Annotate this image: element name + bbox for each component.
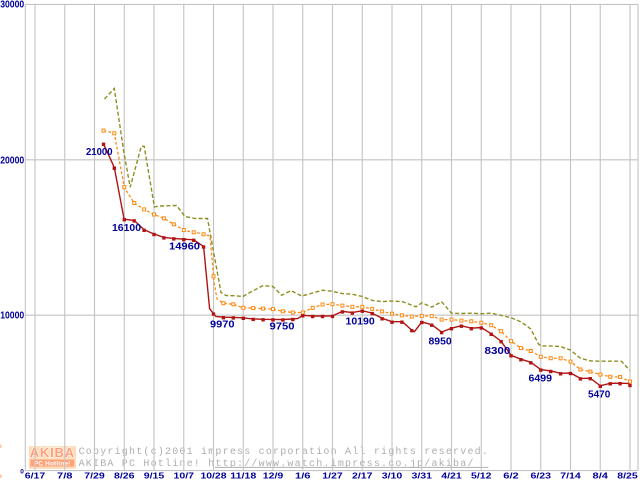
svg-text:14960: 14960 bbox=[169, 242, 200, 253]
svg-text:9750: 9750 bbox=[270, 322, 295, 333]
svg-text:8/4: 8/4 bbox=[593, 471, 609, 480]
svg-text:2/17: 2/17 bbox=[352, 471, 373, 480]
svg-text:8/26: 8/26 bbox=[114, 471, 135, 480]
svg-text:10/28: 10/28 bbox=[201, 471, 228, 480]
svg-text:1/6: 1/6 bbox=[295, 471, 311, 480]
svg-text:20000: 20000 bbox=[0, 155, 24, 166]
svg-text:10190: 10190 bbox=[346, 316, 376, 327]
svg-text:6/2: 6/2 bbox=[503, 471, 519, 480]
svg-text:6499: 6499 bbox=[529, 374, 553, 385]
svg-text:6/17: 6/17 bbox=[25, 471, 46, 480]
svg-text:21000: 21000 bbox=[86, 147, 113, 158]
svg-text:AKIBA PC Hotline! http://www.: AKIBA PC Hotline! http://www.watch.impre… bbox=[79, 458, 475, 470]
svg-text:3/31: 3/31 bbox=[412, 471, 433, 480]
svg-text:7/14: 7/14 bbox=[560, 471, 581, 480]
svg-text:8950: 8950 bbox=[429, 337, 453, 348]
svg-text:30000: 30000 bbox=[0, 0, 24, 11]
svg-text:11/18: 11/18 bbox=[230, 471, 257, 480]
svg-text:5/12: 5/12 bbox=[471, 471, 492, 480]
svg-text:1/27: 1/27 bbox=[322, 471, 343, 480]
svg-text:16100: 16100 bbox=[112, 223, 141, 234]
svg-text:7/8: 7/8 bbox=[57, 471, 73, 480]
svg-text:0: 0 bbox=[20, 468, 24, 475]
svg-text:8/25: 8/25 bbox=[617, 471, 638, 480]
svg-text:10/7: 10/7 bbox=[174, 471, 195, 480]
svg-text:9970: 9970 bbox=[210, 320, 235, 331]
svg-text:10000: 10000 bbox=[0, 311, 24, 322]
svg-text:9/15: 9/15 bbox=[144, 471, 165, 480]
svg-text:Copyright(c)2001 impress corpo: Copyright(c)2001 impress corporation All… bbox=[79, 446, 489, 458]
svg-text:PC Hotline!: PC Hotline! bbox=[34, 460, 71, 467]
svg-text:5470: 5470 bbox=[588, 390, 611, 401]
svg-text:7/29: 7/29 bbox=[84, 471, 105, 480]
svg-text:AKIBA: AKIBA bbox=[30, 445, 75, 460]
svg-text:12/9: 12/9 bbox=[263, 471, 284, 480]
svg-text:4/21: 4/21 bbox=[441, 471, 462, 480]
svg-text:3/10: 3/10 bbox=[382, 471, 403, 480]
svg-text:8300: 8300 bbox=[485, 346, 511, 357]
svg-text:6/23: 6/23 bbox=[531, 471, 552, 480]
